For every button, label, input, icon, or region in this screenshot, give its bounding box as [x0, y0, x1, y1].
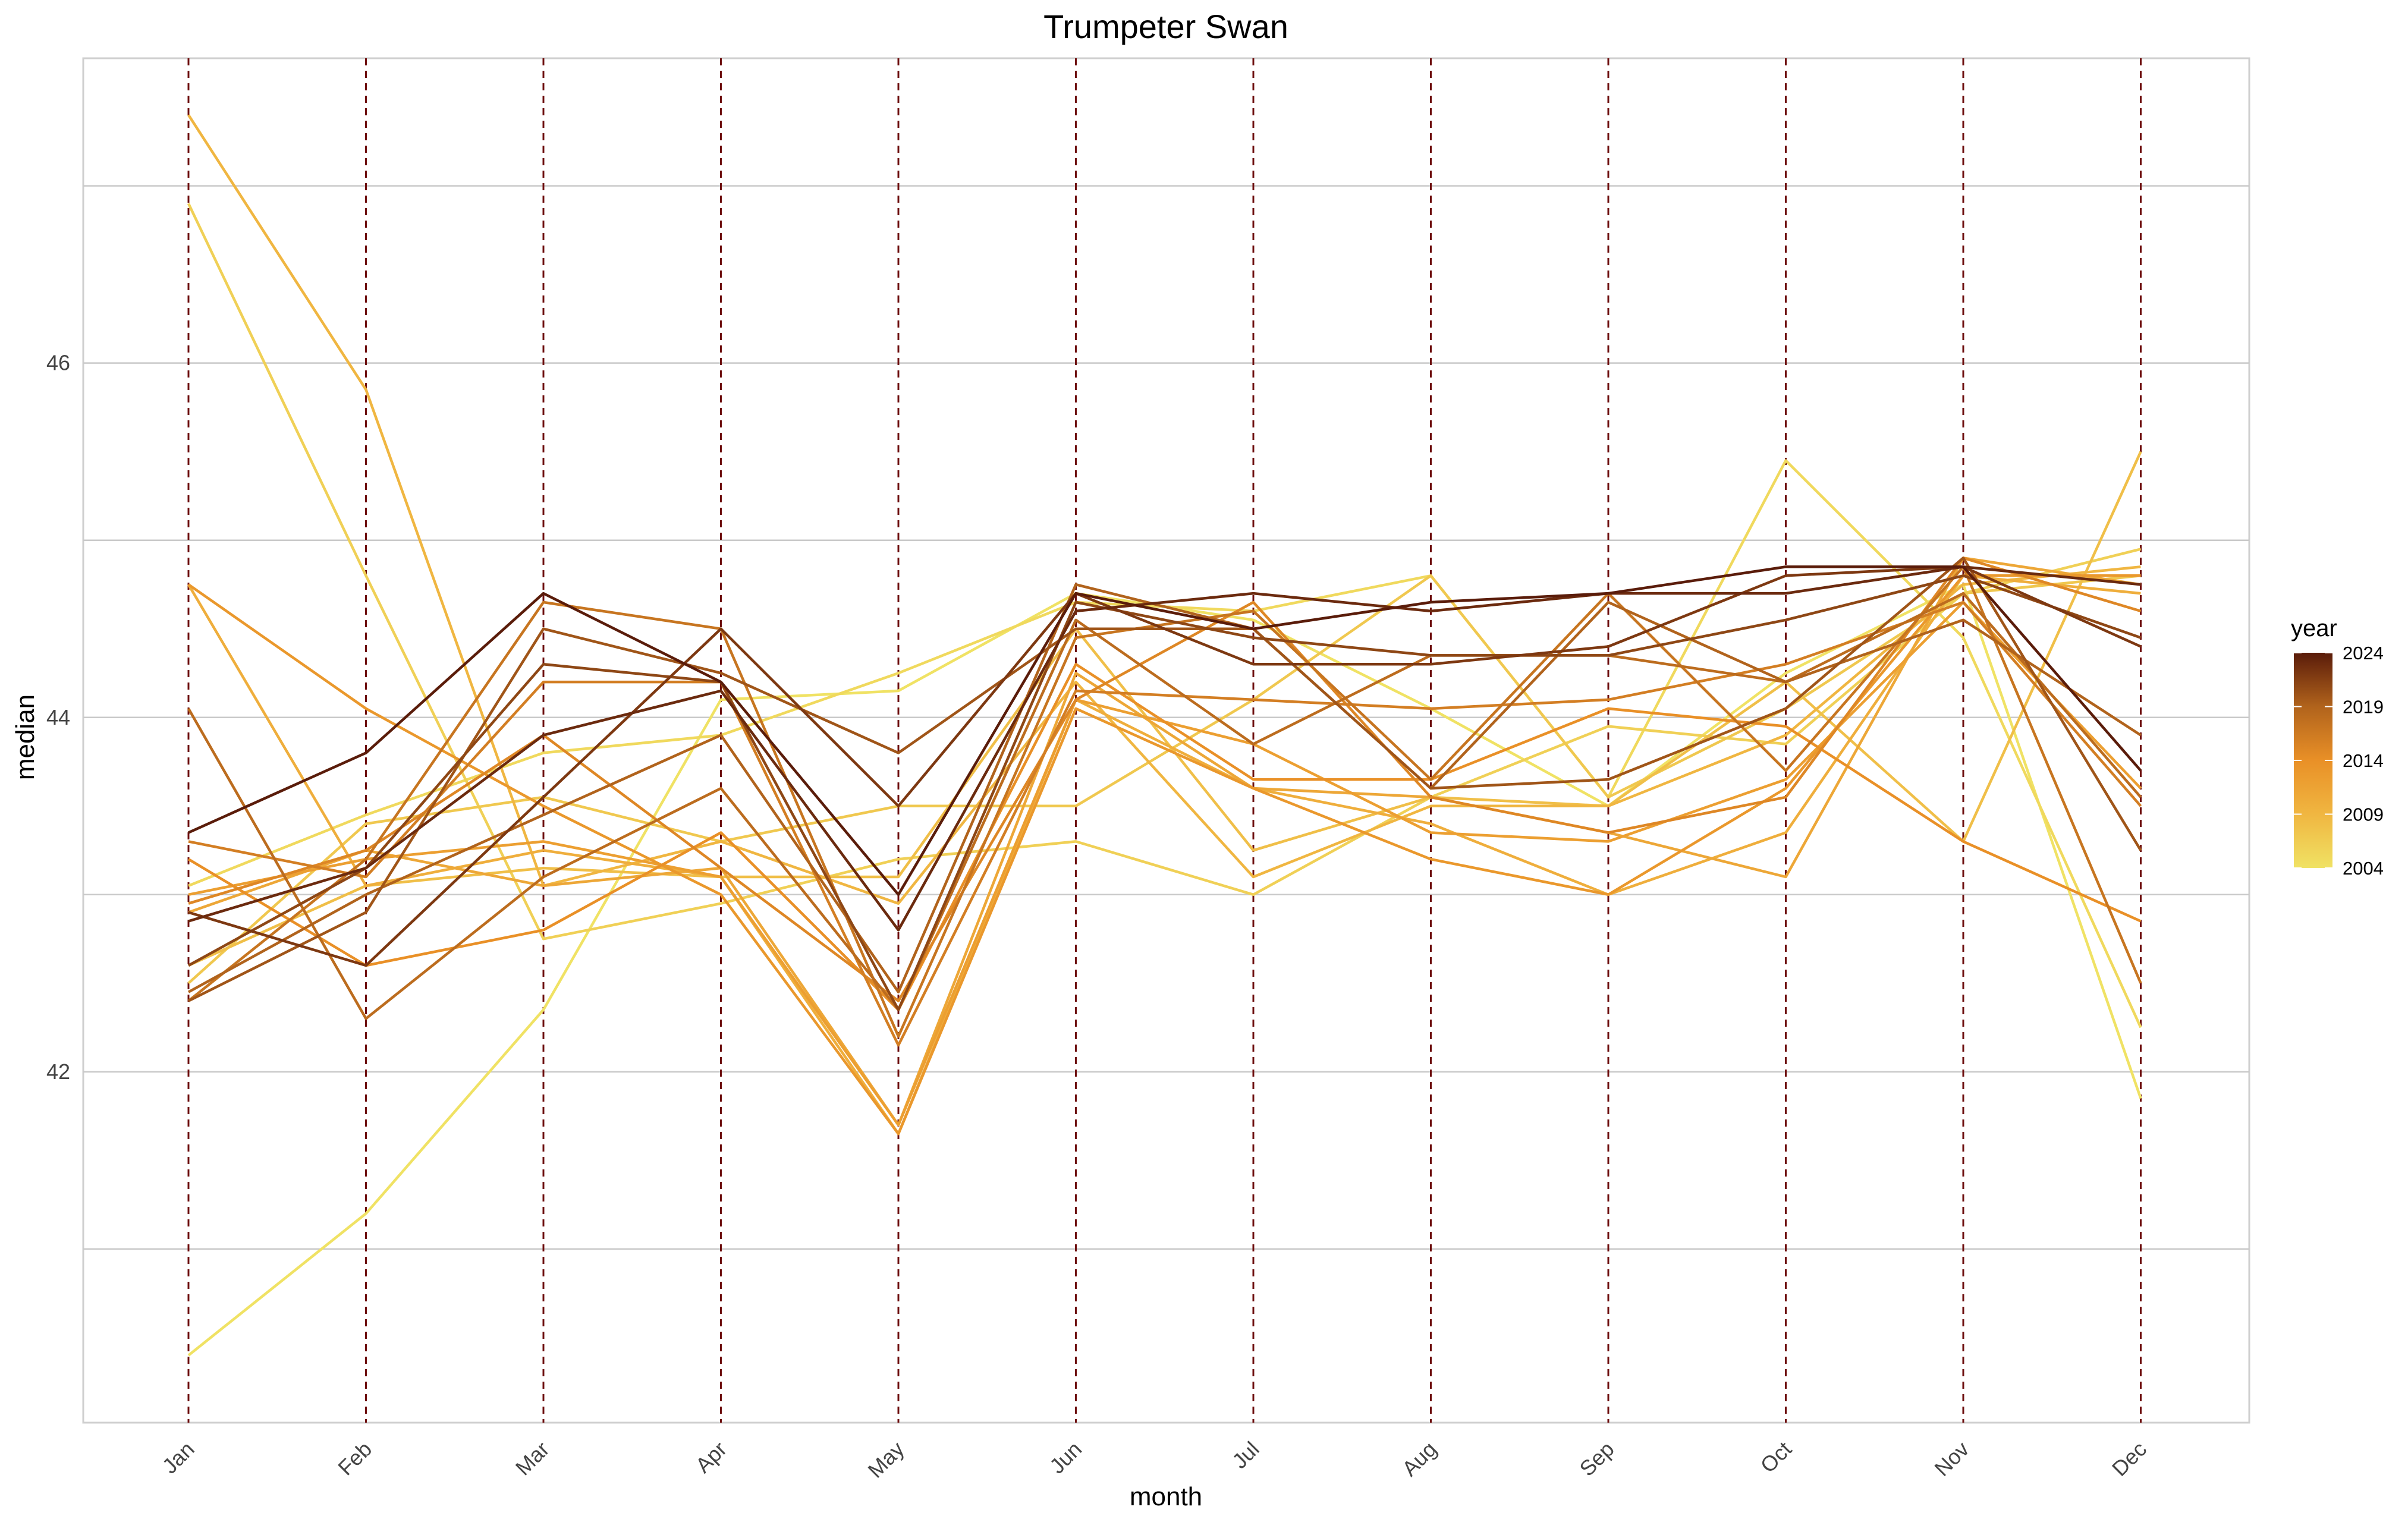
month-reference-lines	[187, 58, 2142, 1423]
series-line-2017	[187, 565, 2142, 1038]
series-line-2006	[187, 203, 2142, 941]
series-line-2024	[188, 565, 2142, 897]
x-tick-label: Jan	[158, 1437, 199, 1479]
series-line-2014	[187, 663, 2142, 1011]
x-tick-label: Jul	[1227, 1437, 1264, 1474]
x-tick-label: Aug	[1397, 1437, 1441, 1481]
legend-label: 2024	[2343, 643, 2384, 663]
x-axis-title: month	[1130, 1482, 1202, 1511]
y-axis-ticks: 42 44 46	[46, 351, 70, 1084]
legend-label: 2004	[2343, 858, 2384, 879]
series-line-2022	[188, 565, 2142, 967]
x-tick-label: Oct	[1756, 1437, 1797, 1478]
series-line-2009	[187, 114, 2141, 905]
series-line-2011	[188, 556, 2141, 1127]
legend-title: year	[2291, 615, 2337, 641]
legend: year 2004 2009 2014 2019 2024	[2291, 615, 2384, 879]
x-tick-label: Jun	[1045, 1437, 1086, 1479]
x-tick-label: Feb	[333, 1437, 376, 1480]
chart-title: Trumpeter Swan	[1043, 8, 1288, 45]
series-line-2023	[188, 565, 2141, 932]
series-line-2015	[188, 556, 2142, 1002]
x-tick-label: Sep	[1574, 1437, 1618, 1481]
plot-panel	[82, 57, 2250, 1424]
x-tick-label: May	[863, 1437, 909, 1483]
y-axis-title: median	[11, 694, 40, 780]
y-tick-label: 44	[46, 705, 70, 729]
series-line-2013	[187, 574, 2141, 1136]
x-tick-label: Nov	[1929, 1437, 1973, 1481]
series-line-2018	[187, 592, 2142, 1020]
legend-label: 2009	[2343, 804, 2384, 825]
legend-label: 2014	[2343, 750, 2384, 771]
series-line-2010	[187, 574, 2141, 1136]
legend-label: 2019	[2343, 697, 2384, 718]
series-line-2021	[187, 574, 2142, 1011]
series-lines	[187, 114, 2142, 1357]
x-axis-ticks: Jan Feb Mar Apr May Jun Jul Aug Sep Oct Nov Dec	[158, 1437, 2152, 1483]
series-line-2019	[187, 583, 2142, 993]
panel-border	[82, 57, 2250, 1424]
x-tick-label: Apr	[691, 1437, 732, 1478]
y-tick-label: 42	[46, 1059, 70, 1084]
gridlines	[83, 185, 2249, 1250]
x-tick-label: Mar	[511, 1437, 554, 1480]
x-tick-label: Dec	[2107, 1437, 2151, 1481]
series-line-2016	[188, 600, 2142, 1047]
y-tick-label: 46	[46, 351, 70, 375]
